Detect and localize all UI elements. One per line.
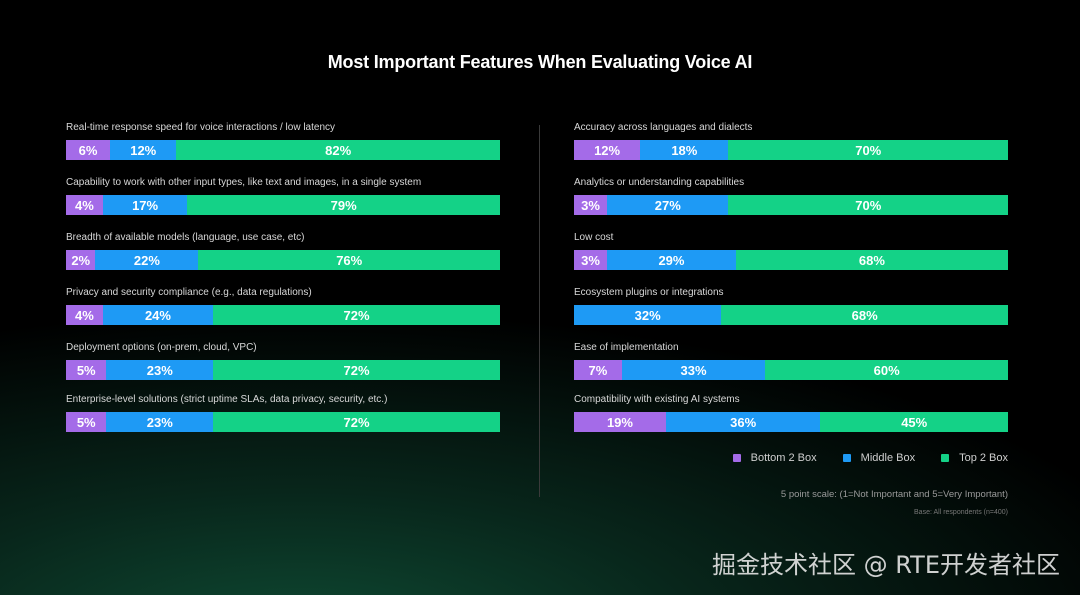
bar-segment-middle: 23%: [106, 360, 214, 380]
stacked-bar: 4% 17% 79%: [66, 195, 500, 215]
bar-segment-middle: 17%: [102, 195, 188, 215]
right-column: Accuracy across languages and dialects 12…: [574, 121, 1009, 448]
bar-segment-bottom: 4%: [66, 305, 103, 325]
bar-segment-top: 82%: [176, 140, 500, 160]
row-label: Ecosystem plugins or integrations: [574, 287, 724, 298]
bar-segment-middle: 22%: [95, 250, 199, 270]
divider: [539, 125, 540, 497]
bar-segment-top: 70%: [728, 195, 1009, 215]
bar-segment-bottom: 6%: [66, 140, 111, 160]
chart-row: Low cost 3% 29% 68%: [574, 231, 1009, 286]
bar-segment-top: 68%: [735, 250, 1009, 270]
chart-row: Privacy and security compliance (e.g., d…: [66, 286, 500, 341]
bar-segment-middle: 36%: [665, 412, 821, 432]
chart-row: Ecosystem plugins or integrations 32% 68%: [574, 286, 1008, 341]
watermark: 掘金技术社区 @ RTE开发者社区: [711, 551, 1060, 579]
legend-middle-box: Middle Box: [842, 452, 916, 464]
stacked-bar: 19% 36% 45%: [574, 412, 1008, 432]
bar-segment-bottom: 2%: [66, 250, 96, 270]
legend-swatch-purple: [732, 454, 741, 462]
chart-row: Real-time response speed for voice inter…: [66, 121, 500, 176]
bar-segment-middle: 18%: [640, 140, 729, 160]
bar-segment-bottom: 7%: [574, 360, 622, 380]
bar-segment-middle: 12%: [110, 140, 177, 160]
row-label: Enterprise-level solutions (strict uptim…: [66, 394, 388, 405]
bar-segment-middle: 33%: [621, 360, 766, 380]
bar-segment-top: 72%: [213, 360, 500, 380]
base-note: Base: All respondents (n=400): [914, 509, 1008, 516]
chart-row: Enterprise-level solutions (strict uptim…: [66, 393, 500, 448]
stacked-bar: 12% 18% 70%: [574, 140, 1008, 160]
bar-segment-top: 76%: [198, 250, 500, 270]
stacked-bar: 7% 33% 60%: [574, 360, 1008, 380]
legend-top-2-box: Top 2 Box: [941, 452, 1008, 464]
bar-segment-middle: 27%: [607, 195, 729, 215]
bar-segment-bottom: 19%: [574, 412, 666, 432]
bar-segment-top: 45%: [820, 412, 1008, 432]
row-label: Capability to work with other input type…: [66, 177, 422, 188]
bar-segment-bottom: 4%: [66, 195, 103, 215]
left-column: Real-time response speed for voice inter…: [66, 121, 500, 448]
chart-row: Breadth of available models (language, u…: [66, 231, 500, 286]
legend: Bottom 2 Box Middle Box Top 2 Box: [732, 452, 1008, 464]
legend-bottom-2-box: Bottom 2 Box: [732, 452, 817, 464]
bar-segment-middle: 29%: [607, 250, 736, 270]
bar-segment-top: 70%: [728, 140, 1008, 160]
legend-swatch-green: [941, 454, 950, 462]
stacked-bar: 32% 68%: [574, 305, 1008, 325]
row-label: Compatibility with existing AI systems: [574, 394, 740, 405]
legend-swatch-blue: [842, 454, 851, 462]
legend-label: Bottom 2 Box: [750, 452, 817, 464]
stacked-bar: 6% 12% 82%: [66, 140, 500, 160]
row-label: Accuracy across languages and dialects: [574, 122, 753, 133]
stacked-bar: 2% 22% 76%: [66, 250, 500, 270]
bar-segment-bottom: 3%: [574, 195, 608, 215]
bar-segment-bottom: 5%: [66, 360, 107, 380]
row-label: Ease of implementation: [574, 342, 679, 353]
bar-segment-top: 72%: [213, 305, 500, 325]
chart-row: Ease of implementation 7% 33% 60%: [574, 341, 1008, 393]
stacked-bar: 5% 23% 72%: [66, 360, 500, 380]
chart-row: Compatibility with existing AI systems 19…: [574, 393, 1008, 448]
bar-segment-bottom: 12%: [574, 140, 641, 160]
bar-segment-middle: 23%: [106, 412, 214, 432]
chart-row: Accuracy across languages and dialects 12…: [574, 121, 1008, 176]
stacked-bar: 4% 24% 72%: [66, 305, 500, 325]
row-label: Deployment options (on-prem, cloud, VPC): [66, 342, 257, 353]
scale-note: 5 point scale: (1=Not Important and 5=Ve…: [780, 489, 1008, 500]
legend-label: Top 2 Box: [959, 452, 1008, 464]
bar-segment-top: 72%: [213, 412, 500, 432]
bar-segment-bottom: 3%: [574, 250, 608, 270]
bar-segment-top: 68%: [721, 305, 1008, 325]
chart-row: Analytics or understanding capabilities 3…: [574, 176, 1009, 231]
row-label: Low cost: [574, 232, 614, 243]
stacked-bar: 5% 23% 72%: [66, 412, 500, 432]
stacked-bar: 3% 27% 70%: [574, 195, 1009, 215]
row-label: Privacy and security compliance (e.g., d…: [66, 287, 312, 298]
chart-title: Most Important Features When Evaluating …: [327, 52, 753, 72]
row-label: Analytics or understanding capabilities: [574, 177, 745, 188]
chart-row: Capability to work with other input type…: [66, 176, 500, 231]
stacked-bar: 3% 29% 68%: [574, 250, 1009, 270]
bar-segment-middle: 32%: [574, 305, 722, 325]
bar-segment-top: 60%: [765, 360, 1008, 380]
bar-segment-middle: 24%: [102, 305, 214, 325]
bar-segment-top: 79%: [187, 195, 500, 215]
bar-segment-bottom: 5%: [66, 412, 107, 432]
legend-label: Middle Box: [860, 452, 916, 464]
row-label: Real-time response speed for voice inter…: [66, 122, 336, 133]
row-label: Breadth of available models (language, u…: [66, 232, 305, 243]
chart-row: Deployment options (on-prem, cloud, VPC)…: [66, 341, 500, 393]
